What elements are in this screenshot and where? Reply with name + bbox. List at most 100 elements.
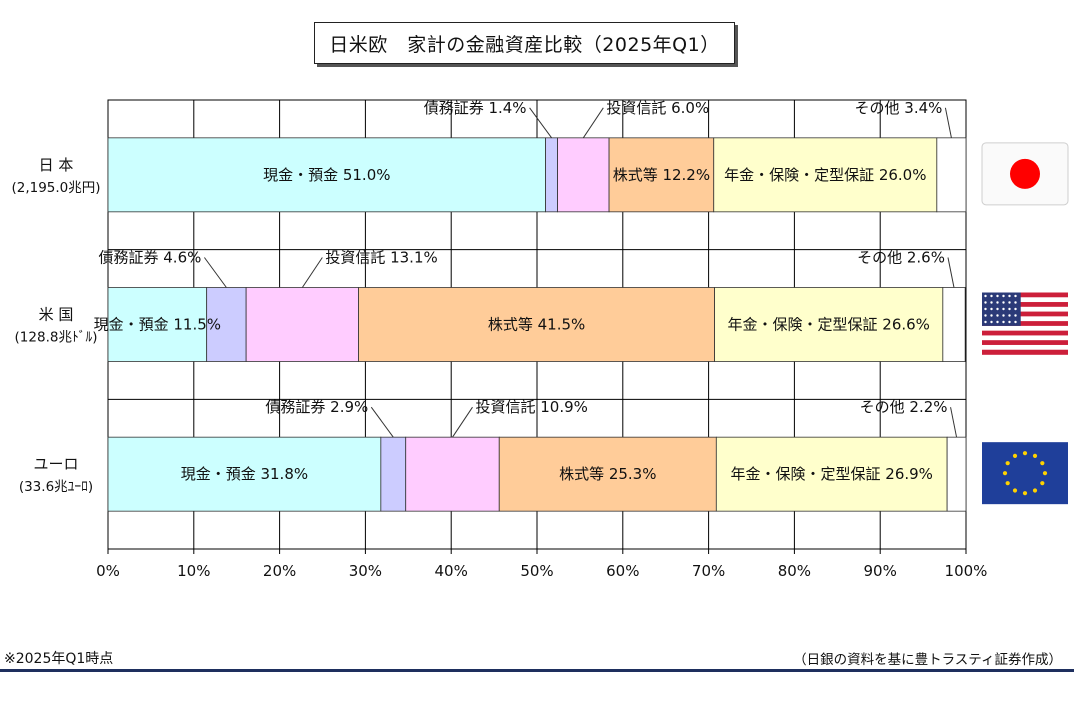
x-tick-label: 100% <box>945 562 988 580</box>
usa-flag-star <box>990 307 993 311</box>
usa-flag-star <box>1002 301 1005 304</box>
usa-flag-star <box>990 314 993 317</box>
eu-flag-star <box>1005 461 1010 466</box>
category-sublabel: (128.8兆ﾄﾞﾙ) <box>15 330 98 346</box>
japan-flag-sun <box>1010 158 1040 189</box>
usa-flag-star <box>996 307 999 311</box>
data-label-pension: 年金・保険・定型保証 26.0% <box>724 166 926 184</box>
usa-flag-stripe <box>982 316 1068 322</box>
category-sublabel: (2,195.0兆円) <box>11 180 100 196</box>
usa-flag-star <box>1008 294 1011 298</box>
usa-flag-star <box>990 320 993 324</box>
x-tick-label: 0% <box>96 562 120 580</box>
data-label-bonds: 債務証券 1.4% <box>424 99 527 117</box>
category-label: ユーロ <box>33 455 78 473</box>
usa-flag-star <box>1014 314 1017 317</box>
bar-segment-stocks <box>608 137 715 213</box>
bar-segment-pension <box>715 436 948 512</box>
footnote: ※2025年Q1時点 <box>4 651 114 667</box>
eu-flag-star <box>1040 461 1045 466</box>
leader-line <box>452 406 473 438</box>
x-tick-label: 80% <box>778 562 811 580</box>
leader-line <box>950 407 958 438</box>
bar-segment-trusts <box>557 137 610 213</box>
data-label-other: その他 3.4% <box>855 99 943 117</box>
usa-flag-stripe <box>982 344 1068 351</box>
data-label-bonds: 債務証券 4.6% <box>99 249 202 267</box>
bar-segment-cash <box>107 436 382 512</box>
usa-flag-stripe <box>982 321 1068 327</box>
usa-flag-star <box>984 320 987 324</box>
usa-flag-icon <box>982 292 1068 355</box>
usa-flag-canton <box>982 292 1021 326</box>
usa-flag-star <box>1002 314 1005 317</box>
data-label-stocks: 株式等 25.3% <box>559 465 656 483</box>
bar-segment-other <box>942 287 966 362</box>
eu-flag-star <box>1012 453 1018 458</box>
usa-flag-star <box>984 294 987 298</box>
x-tick-label: 50% <box>520 562 553 580</box>
eu-flag-star <box>1022 451 1028 456</box>
data-label-pension: 年金・保険・定型保証 26.9% <box>731 465 933 483</box>
bar-segment-bonds <box>380 436 407 512</box>
leader-line <box>204 257 227 288</box>
bar-segment-stocks <box>498 436 717 512</box>
usa-flag-star <box>996 301 999 304</box>
data-label-other: その他 2.2% <box>860 398 948 416</box>
usa-flag-star <box>996 320 999 324</box>
x-tick-label: 70% <box>692 562 725 580</box>
bar-segment-other <box>936 137 967 213</box>
x-tick-label: 10% <box>177 562 210 580</box>
usa-flag-star <box>1008 314 1011 317</box>
bar-segment-other <box>946 436 967 512</box>
x-tick-label: 60% <box>606 562 639 580</box>
usa-flag-star <box>1014 320 1017 324</box>
bar-segment-cash <box>107 287 208 362</box>
usa-flag-star <box>996 314 999 317</box>
usa-flag-star <box>1008 301 1011 304</box>
usa-flag-stripe <box>982 306 1068 312</box>
usa-flag-star <box>1002 307 1005 311</box>
bar-segment-pension <box>714 287 944 362</box>
usa-flag-star <box>1014 307 1017 311</box>
bottom-rule <box>0 669 1074 672</box>
usa-flag-stripe <box>982 335 1068 341</box>
usa-flag-stripe <box>982 340 1068 346</box>
data-label-stocks: 株式等 41.5% <box>488 316 585 334</box>
data-label-trusts: 投資信託 10.9% <box>475 398 587 416</box>
bar-segment-trusts <box>405 436 500 512</box>
x-tick-label: 90% <box>864 562 897 580</box>
category-label: 米 国 <box>39 306 74 324</box>
bar-segment-stocks <box>358 287 716 362</box>
bar-segment-pension <box>713 137 938 213</box>
usa-flag-star <box>1014 301 1017 304</box>
usa-flag-star <box>990 301 993 304</box>
category-label: 日 本 <box>39 156 74 174</box>
eu-flag-star <box>1002 471 1008 476</box>
x-tick-label: 40% <box>435 562 468 580</box>
data-label-trusts: 投資信託 13.1% <box>325 249 437 267</box>
source-note: （日銀の資料を基に豊トラスティ証券作成） <box>793 652 1062 668</box>
eu-flag-star <box>1032 453 1038 458</box>
bar-segment-bonds <box>206 287 247 362</box>
usa-flag-star <box>1002 294 1005 298</box>
x-tick-label: 30% <box>349 562 382 580</box>
leader-line <box>301 257 323 288</box>
data-label-stocks: 株式等 12.2% <box>613 166 710 184</box>
data-label-cash: 現金・預金 31.8% <box>181 465 308 483</box>
eu-flag-star <box>1005 481 1010 486</box>
data-label-trusts: 投資信託 6.0% <box>606 99 709 117</box>
usa-flag-star <box>984 307 987 311</box>
leader-line <box>947 257 955 288</box>
usa-flag-stripe <box>982 349 1068 355</box>
usa-flag-stripe <box>982 311 1068 317</box>
usa-flag-star <box>1008 320 1011 324</box>
data-label-cash: 現金・預金 51.0% <box>263 166 390 184</box>
usa-flag-star <box>1008 307 1011 311</box>
usa-flag-star <box>984 314 987 317</box>
usa-flag-stripe <box>982 302 1068 308</box>
usa-flag-star <box>1014 294 1017 298</box>
data-label-pension: 年金・保険・定型保証 26.6% <box>728 316 930 334</box>
category-sublabel: (33.6兆ﾕｰﾛ) <box>19 479 93 495</box>
